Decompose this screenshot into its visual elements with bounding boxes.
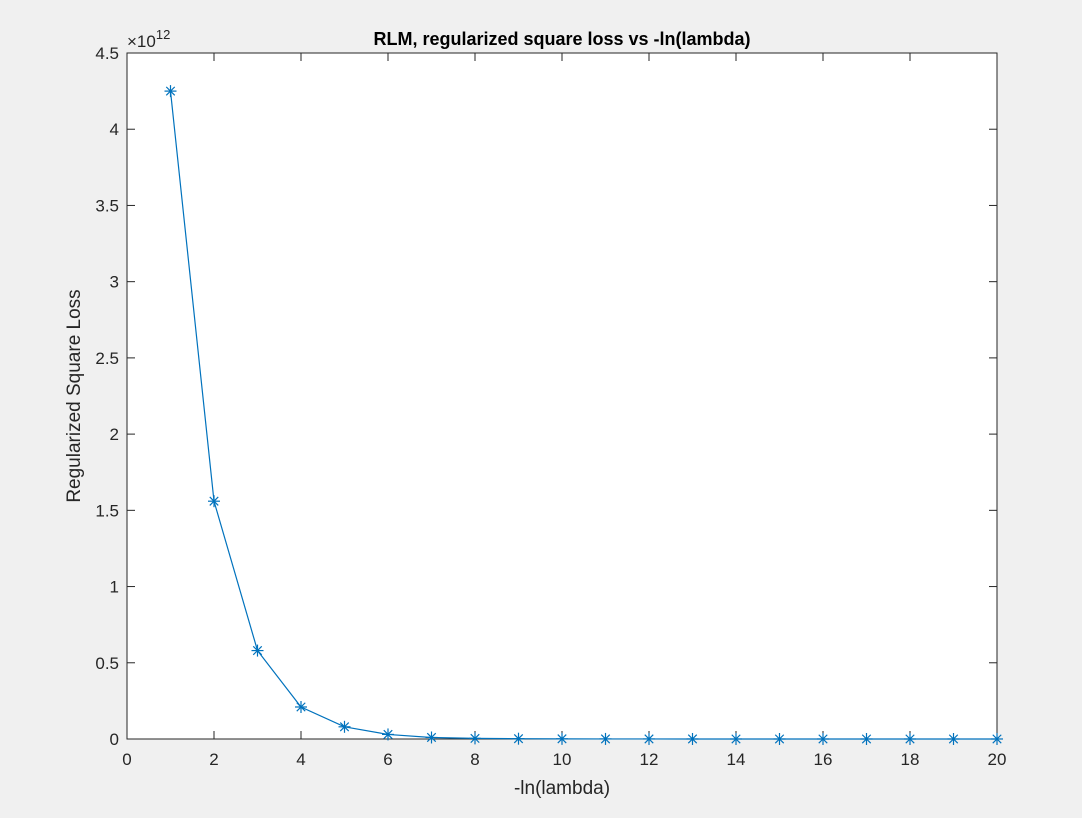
x-tick-label: 12 <box>640 750 659 769</box>
y-tick-label: 4 <box>110 120 119 139</box>
y-tick-label: 2.5 <box>95 349 119 368</box>
x-tick-label: 6 <box>383 750 392 769</box>
series-layer <box>164 85 1003 745</box>
y-tick-label: 1 <box>110 578 119 597</box>
y-tick-label: 0.5 <box>95 654 119 673</box>
y-axis-label: Regularized Square Loss <box>64 289 85 502</box>
y-axis-exponent: ×1012 <box>127 27 170 51</box>
plot-area <box>126 52 998 740</box>
data-point <box>860 732 873 745</box>
x-tick-label: 16 <box>814 750 833 769</box>
data-point <box>991 732 1003 745</box>
y-axis-exponent-power: 12 <box>156 27 170 42</box>
data-point <box>730 732 742 745</box>
x-tick-label: 8 <box>470 750 479 769</box>
chart-title: RLM, regularized square loss vs -ln(lamb… <box>373 29 750 49</box>
y-tick-label: 3.5 <box>95 196 119 215</box>
y-tick-label: 3 <box>110 273 119 292</box>
data-point <box>947 732 960 745</box>
data-point <box>425 731 438 744</box>
x-tick-label: 0 <box>122 750 131 769</box>
data-point <box>556 732 568 745</box>
y-tick-label: 2 <box>110 425 119 444</box>
x-tick-label: 20 <box>988 750 1007 769</box>
data-point <box>338 720 351 733</box>
series-line <box>169 91 997 740</box>
x-axis-label: -ln(lambda) <box>514 778 610 799</box>
y-tick-label: 4.5 <box>95 44 119 63</box>
data-point <box>512 732 525 745</box>
x-tick-label: 14 <box>727 750 746 769</box>
data-point <box>599 732 612 745</box>
tick-labels: 0 2 4 6 8 10 12 14 16 18 20 0 0.5 1 1.5 2 2.5 3 3.5 4 4.5 <box>95 44 1006 769</box>
y-tick-label: 0 <box>110 730 119 749</box>
x-tick-label: 18 <box>901 750 920 769</box>
data-point <box>164 85 177 98</box>
data-point <box>773 732 786 745</box>
x-tick-label: 4 <box>296 750 305 769</box>
data-point <box>904 732 916 745</box>
data-point <box>295 700 307 713</box>
data-point <box>643 732 655 745</box>
data-point <box>382 728 394 741</box>
data-point <box>686 732 699 745</box>
y-tick-label: 1.5 <box>95 501 119 520</box>
x-tick-label: 2 <box>209 750 218 769</box>
x-tick-label: 10 <box>553 750 572 769</box>
data-point <box>208 495 220 508</box>
data-point <box>251 644 264 657</box>
y-axis-exponent-base: ×10 <box>127 32 156 51</box>
data-point <box>817 732 829 745</box>
data-point <box>469 732 481 745</box>
